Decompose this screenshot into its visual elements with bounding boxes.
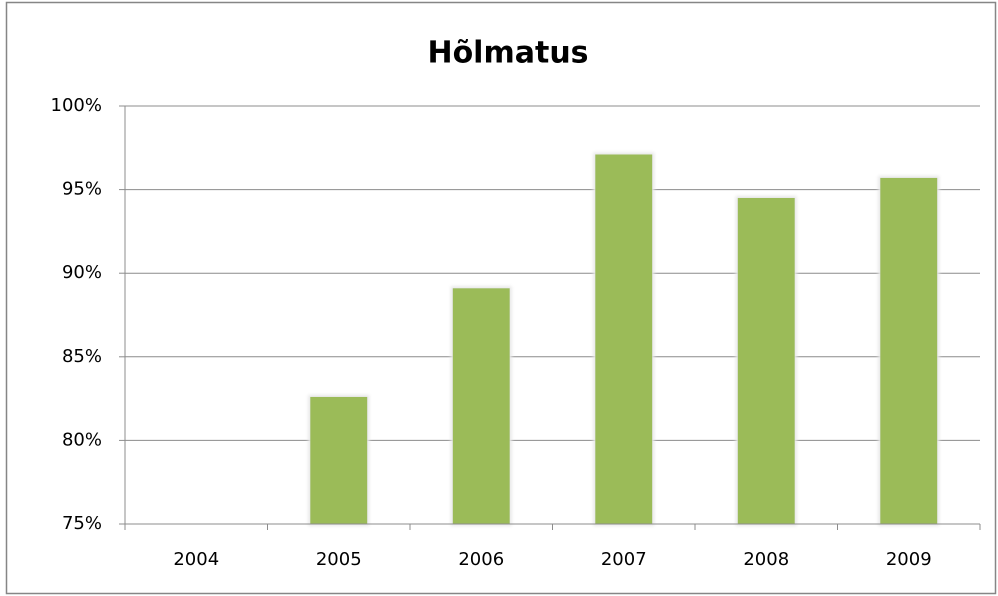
x-tick-label: 2009 (886, 549, 932, 570)
bar (452, 288, 510, 524)
bar (595, 154, 653, 524)
x-tick-label: 2004 (173, 549, 219, 570)
chart-title: Hõlmatus (427, 36, 588, 71)
x-tick-label: 2005 (316, 549, 362, 570)
bar (310, 396, 368, 524)
y-tick-label: 100% (51, 95, 102, 116)
y-tick-label: 90% (62, 262, 102, 283)
x-tick-label: 2008 (743, 549, 789, 570)
y-tick-label: 75% (62, 513, 102, 534)
y-tick-label: 80% (62, 429, 102, 450)
x-tick-label: 2007 (601, 549, 647, 570)
bar (737, 197, 795, 524)
bar (880, 177, 938, 524)
y-tick-label: 95% (62, 179, 102, 200)
y-tick-label: 85% (62, 346, 102, 367)
x-tick-label: 2006 (458, 549, 504, 570)
